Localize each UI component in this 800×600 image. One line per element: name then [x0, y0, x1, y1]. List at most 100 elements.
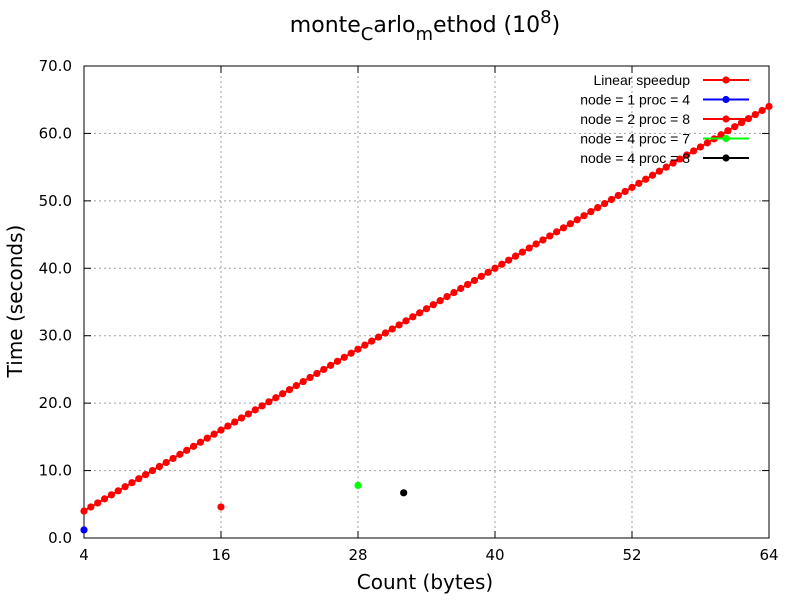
legend-label: node = 4 proc = 7 [580, 131, 690, 147]
data-point [210, 430, 218, 438]
x-tick-label: 40 [485, 546, 504, 564]
title-mid: arlo [373, 13, 415, 38]
data-point [114, 487, 122, 495]
data-point [676, 155, 684, 163]
data-point [580, 212, 588, 220]
legend-label: Linear speedup [593, 72, 690, 88]
legend-label: node = 1 proc = 4 [580, 92, 690, 108]
data-point [313, 369, 321, 378]
data-point [594, 204, 602, 212]
data-point [183, 446, 191, 454]
data-point [80, 526, 88, 534]
legend-swatch-marker [722, 154, 730, 162]
legend-label: node = 2 proc = 8 [580, 111, 690, 127]
data-point [566, 220, 574, 228]
grid [84, 66, 769, 538]
data-point [354, 481, 362, 490]
data-point [347, 349, 355, 357]
data-point [642, 175, 650, 183]
legend-entry: Linear speedup [593, 72, 749, 88]
data-point [450, 288, 458, 297]
legend: Linear speedup node = 1 proc = 4 node = 2 … [580, 72, 749, 166]
data-point [491, 264, 499, 272]
series-0 [80, 102, 773, 515]
data-point [573, 216, 581, 224]
data-point [443, 293, 451, 301]
x-tick-label: 4 [79, 546, 89, 564]
plot-frame [83, 65, 770, 539]
legend-swatch-marker [722, 115, 730, 123]
data-point [696, 143, 705, 151]
x-tick-label: 52 [622, 546, 641, 564]
data-point [400, 489, 408, 497]
data-point [279, 390, 287, 398]
data-point [559, 224, 568, 232]
data-point [142, 471, 150, 479]
title-close: ) [552, 13, 561, 38]
series-3 [354, 481, 362, 490]
x-tick-label: 64 [759, 546, 778, 564]
legend-swatch-marker [722, 76, 730, 84]
data-point [758, 106, 766, 115]
data-point [532, 240, 540, 248]
data-point [470, 276, 479, 285]
data-point [107, 491, 115, 499]
data-point [607, 195, 616, 204]
x-axis-label: Count (bytes) [357, 570, 493, 594]
data-point [731, 123, 739, 131]
legend-entry: node = 4 proc = 7 [580, 131, 749, 147]
data-point [635, 179, 643, 187]
series-2 [217, 503, 225, 511]
data-point [306, 373, 314, 382]
data-point [333, 357, 342, 365]
data-point [601, 199, 609, 208]
data-point [422, 305, 431, 313]
data-point [429, 301, 437, 309]
data-point [155, 462, 163, 471]
title-prefix: monte [290, 13, 361, 38]
data-point [683, 151, 691, 159]
title-sub2: m [415, 24, 433, 45]
data-point [477, 272, 485, 280]
data-point [402, 317, 410, 325]
data-point [251, 406, 259, 414]
legend-entry: node = 2 proc = 8 [580, 111, 749, 127]
data-point [628, 183, 636, 191]
data-point [265, 398, 273, 406]
data-point [258, 402, 266, 410]
title-sup: 8 [540, 7, 551, 28]
data-point [87, 503, 95, 511]
data-point [457, 284, 465, 293]
data-point [518, 248, 527, 256]
data-point [464, 280, 472, 289]
legend-entry: node = 4 proc = 8 [580, 150, 749, 166]
y-tick-label: 0.0 [48, 529, 72, 547]
legend-entry: node = 1 proc = 4 [580, 92, 749, 108]
legend-swatch-marker [722, 95, 730, 104]
data-point [717, 131, 725, 139]
data-point [505, 256, 513, 264]
data-point [388, 325, 396, 333]
data-point [361, 341, 369, 349]
data-point [703, 139, 711, 147]
data-point [484, 268, 492, 276]
y-tick-label: 70.0 [39, 57, 72, 75]
data-point [299, 377, 307, 386]
x-tick-labels: 4 16 28 40 52 64 [79, 546, 778, 564]
data-point [196, 438, 205, 446]
data-point [320, 365, 328, 374]
y-tick-label: 10.0 [39, 462, 72, 480]
data-point [217, 426, 225, 434]
y-tick-label: 60.0 [39, 124, 72, 142]
data-point [272, 394, 280, 402]
y-tick-label: 20.0 [39, 394, 72, 412]
data-point [655, 167, 664, 175]
data-point [648, 171, 657, 179]
x-tick-label: 28 [348, 546, 367, 564]
y-tick-label: 50.0 [39, 192, 72, 210]
data-point [237, 414, 246, 422]
data-point [224, 422, 232, 430]
data-point [94, 499, 102, 507]
data-point [340, 353, 348, 361]
